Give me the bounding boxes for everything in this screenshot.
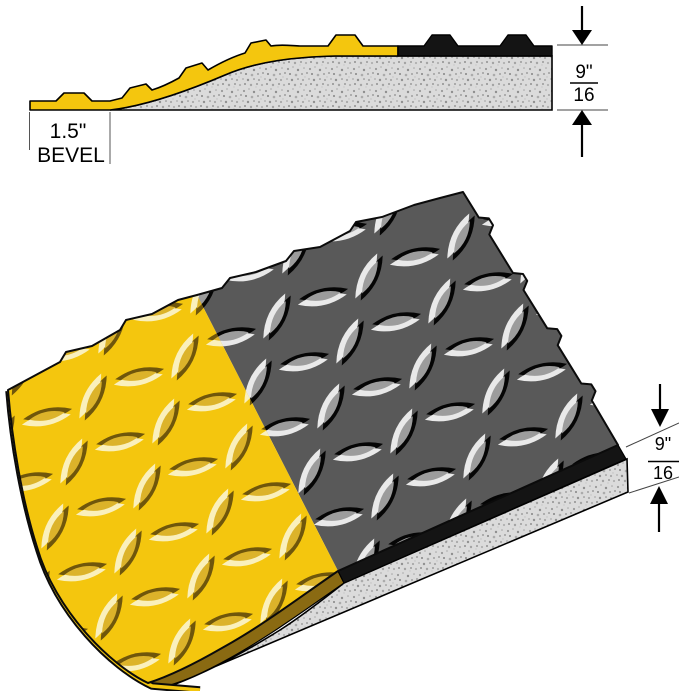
arrow-down-icon xyxy=(572,6,592,45)
yellow-vinyl-layer xyxy=(29,34,399,111)
thickness-denominator: 16 xyxy=(573,85,594,106)
extension-line-bottom xyxy=(628,476,679,494)
arrow-up-icon xyxy=(572,110,592,157)
bevel-text-label: BEVEL xyxy=(37,144,105,167)
arrow-up-icon xyxy=(650,486,668,532)
thickness-denominator: 16 xyxy=(653,463,673,483)
mat-outline xyxy=(7,191,619,684)
thickness-numerator: 9" xyxy=(655,434,671,454)
black-vinyl-layer xyxy=(397,34,553,57)
cross-section-view: 1.5" BEVEL 9" 16 xyxy=(29,6,608,167)
thickness-dimension: 9" 16 xyxy=(557,6,608,157)
thickness-numerator: 9" xyxy=(575,62,592,83)
thickness-dimension-3d: 9" 16 xyxy=(625,384,679,532)
extension-line-top xyxy=(625,422,679,448)
arrow-down-icon xyxy=(651,384,669,427)
perspective-view: 9" 16 xyxy=(5,191,679,691)
bevel-width-label: 1.5" xyxy=(50,120,87,143)
bevel-dimension: 1.5" BEVEL xyxy=(29,112,111,167)
